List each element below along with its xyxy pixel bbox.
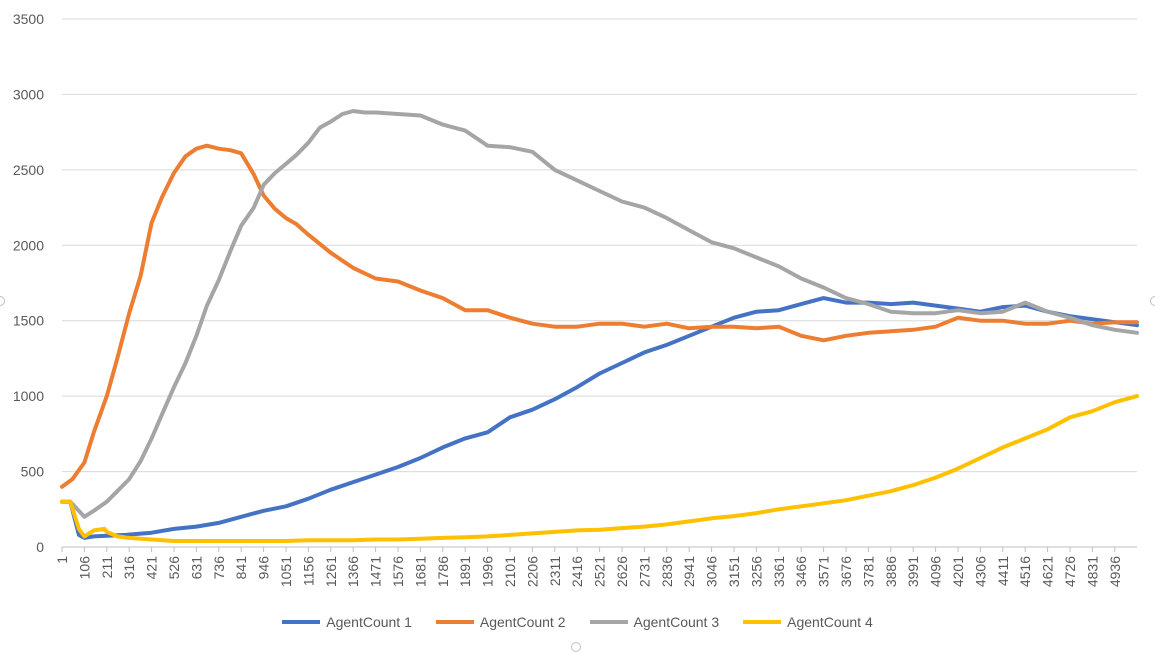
legend-item-agentcount-1: AgentCount 1 bbox=[282, 614, 412, 630]
x-tick-label: 3256 bbox=[748, 556, 764, 587]
y-axis-ticks: 0 500 1000 1500 2000 2500 3000 3500 bbox=[13, 11, 44, 555]
x-tick-label: 526 bbox=[166, 556, 182, 580]
legend-item-agentcount-4: AgentCount 4 bbox=[743, 614, 873, 630]
x-tick-label: 106 bbox=[76, 556, 92, 580]
x-tick-label: 736 bbox=[211, 556, 227, 580]
x-tick-label: 4936 bbox=[1107, 556, 1123, 587]
legend-item-agentcount-2: AgentCount 2 bbox=[435, 614, 566, 630]
legend: AgentCount 1 AgentCount 2 AgentCount 3 A… bbox=[0, 614, 1155, 630]
legend-label: AgentCount 2 bbox=[479, 614, 566, 630]
x-tick-label: 3886 bbox=[883, 556, 899, 587]
y-tick-label: 0 bbox=[36, 539, 44, 555]
x-tick-label: 2626 bbox=[614, 556, 630, 587]
legend-swatch bbox=[589, 620, 628, 624]
y-tick-label: 1500 bbox=[13, 313, 44, 329]
series-line-2 bbox=[60, 143, 1139, 489]
x-tick-label: 946 bbox=[256, 556, 272, 580]
x-tick-label: 1156 bbox=[300, 556, 316, 586]
y-tick-label: 2500 bbox=[13, 162, 44, 178]
x-tick-label: 1576 bbox=[390, 556, 406, 587]
series-lines bbox=[60, 109, 1139, 543]
x-tick-label: 2731 bbox=[636, 556, 652, 587]
chart-resize-handle-right[interactable] bbox=[1150, 296, 1155, 306]
x-tick-label: 1471 bbox=[368, 556, 384, 587]
x-tick-label: 4831 bbox=[1084, 556, 1100, 587]
legend-label: AgentCount 3 bbox=[633, 614, 720, 630]
x-tick-label: 2416 bbox=[569, 556, 585, 587]
x-tick-label: 1051 bbox=[278, 556, 294, 587]
y-tick-label: 1000 bbox=[13, 388, 44, 404]
series-line-3 bbox=[60, 109, 1139, 519]
x-tick-label: 4516 bbox=[1017, 556, 1033, 587]
x-tick-label: 2311 bbox=[547, 556, 563, 586]
chart-resize-handle-bottom[interactable] bbox=[571, 642, 581, 652]
x-tick-label: 2206 bbox=[524, 556, 540, 587]
x-tick-label: 2101 bbox=[502, 556, 518, 587]
x-tick-label: 4306 bbox=[972, 556, 988, 587]
x-tick-label: 2521 bbox=[592, 556, 608, 587]
legend-label: AgentCount 4 bbox=[787, 614, 873, 630]
x-tick-label: 1366 bbox=[345, 556, 361, 587]
x-tick-label: 3466 bbox=[793, 556, 809, 587]
x-tick-label: 3781 bbox=[860, 556, 876, 587]
x-tick-label: 1 bbox=[54, 556, 70, 564]
legend-label: AgentCount 1 bbox=[326, 614, 412, 630]
x-tick-label: 3361 bbox=[771, 556, 787, 587]
x-tick-label: 3676 bbox=[838, 556, 854, 587]
x-tick-label: 2941 bbox=[681, 556, 697, 587]
x-tick-label: 3571 bbox=[816, 556, 832, 587]
x-axis-ticks: 1 106 211 316 421 526 631 736 841 946 1051 1156 1261… bbox=[54, 547, 1123, 587]
x-tick-label: 4096 bbox=[928, 556, 944, 587]
gridlines bbox=[62, 18, 1137, 548]
x-tick-label: 3991 bbox=[905, 556, 921, 587]
legend-item-agentcount-3: AgentCount 3 bbox=[589, 614, 720, 630]
x-tick-label: 2836 bbox=[659, 556, 675, 587]
legend-swatch bbox=[435, 620, 474, 624]
x-tick-label: 1996 bbox=[480, 556, 496, 587]
x-tick-label: 421 bbox=[144, 556, 160, 580]
legend-swatch bbox=[282, 620, 321, 624]
y-tick-label: 3000 bbox=[13, 86, 44, 102]
x-tick-label: 3046 bbox=[704, 556, 720, 587]
y-tick-label: 2000 bbox=[13, 237, 44, 253]
y-tick-label: 3500 bbox=[13, 11, 44, 27]
legend-swatch bbox=[743, 620, 782, 624]
x-tick-label: 4726 bbox=[1062, 556, 1078, 587]
x-tick-label: 4411 bbox=[995, 556, 1011, 586]
x-tick-label: 841 bbox=[233, 556, 249, 580]
x-tick-label: 631 bbox=[188, 556, 204, 580]
x-tick-label: 4201 bbox=[950, 556, 966, 587]
x-tick-label: 1681 bbox=[412, 556, 428, 587]
series-line-4 bbox=[60, 394, 1139, 543]
x-tick-label: 3151 bbox=[726, 556, 742, 587]
x-tick-label: 1786 bbox=[435, 556, 451, 587]
x-tick-label: 4621 bbox=[1040, 556, 1056, 587]
x-tick-label: 1891 bbox=[457, 556, 473, 587]
x-tick-label: 1261 bbox=[323, 556, 339, 587]
x-tick-label: 316 bbox=[121, 556, 137, 580]
series-line-1 bbox=[60, 296, 1139, 540]
line-chart: 0 500 1000 1500 2000 2500 3000 3500 1 106 211 316 4… bbox=[13, 11, 1139, 587]
y-tick-label: 500 bbox=[21, 464, 45, 480]
x-tick-label: 211 bbox=[99, 556, 115, 579]
